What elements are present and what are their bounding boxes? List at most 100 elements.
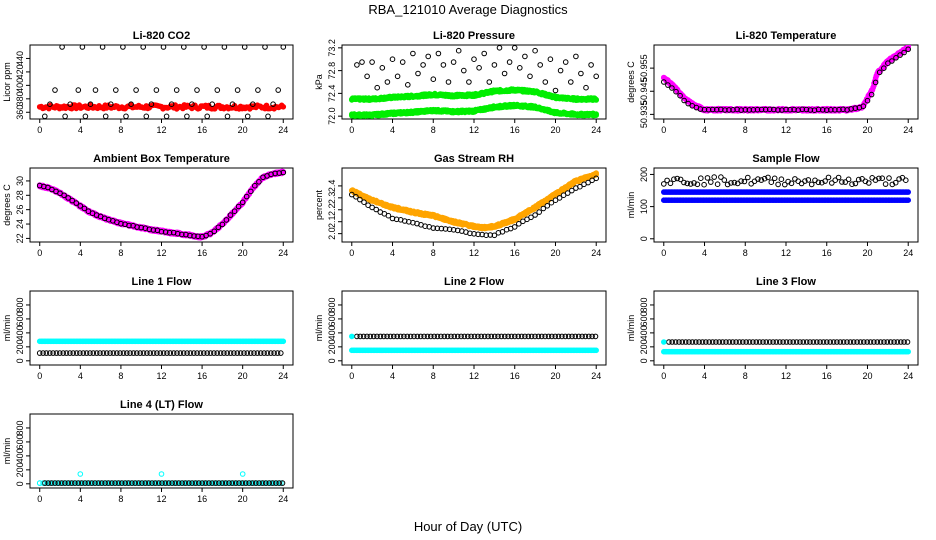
data-point bbox=[687, 181, 694, 187]
data-point bbox=[82, 113, 89, 119]
data-point bbox=[159, 480, 165, 486]
data-point bbox=[569, 333, 575, 340]
data-point bbox=[140, 45, 146, 50]
series-blue bbox=[661, 197, 912, 203]
x-tick-label: 24 bbox=[903, 125, 913, 135]
data-point bbox=[731, 179, 738, 186]
panel-title: Sample Flow bbox=[752, 153, 820, 165]
data-point bbox=[373, 206, 380, 213]
data-point bbox=[466, 79, 472, 85]
data-point bbox=[855, 176, 862, 183]
y-tick-label: 800 bbox=[639, 297, 649, 312]
data-point bbox=[718, 174, 724, 180]
data-point bbox=[775, 181, 781, 188]
x-tick-label: 16 bbox=[510, 125, 520, 135]
data-point bbox=[829, 180, 835, 186]
plot-points bbox=[349, 170, 600, 239]
data-point bbox=[552, 87, 559, 94]
data-point bbox=[455, 47, 462, 54]
data-point bbox=[517, 65, 523, 71]
x-tick-label: 20 bbox=[862, 248, 872, 258]
figure-title: RBA_121010 Average Diagnostics bbox=[368, 2, 568, 17]
data-point bbox=[264, 350, 271, 356]
x-tick-label: 20 bbox=[550, 371, 560, 381]
data-point bbox=[168, 101, 175, 107]
x-tick-label: 16 bbox=[822, 248, 832, 258]
x-tick-label: 0 bbox=[661, 248, 666, 258]
data-point bbox=[593, 175, 600, 182]
data-point bbox=[147, 350, 153, 356]
data-point bbox=[421, 333, 427, 340]
x-tick-label: 4 bbox=[390, 125, 395, 135]
data-point bbox=[898, 339, 904, 345]
data-point bbox=[207, 230, 213, 237]
data-point bbox=[860, 103, 867, 109]
data-point bbox=[247, 350, 254, 356]
data-point bbox=[149, 480, 155, 486]
data-point bbox=[125, 480, 132, 486]
data-point bbox=[787, 106, 793, 113]
data-point bbox=[207, 350, 214, 356]
data-point bbox=[133, 87, 139, 93]
data-point bbox=[381, 333, 387, 340]
data-point bbox=[787, 339, 793, 345]
data-point bbox=[547, 56, 554, 63]
data-point bbox=[67, 350, 73, 356]
data-point bbox=[263, 480, 269, 486]
data-point bbox=[726, 107, 732, 113]
data-point bbox=[713, 339, 719, 345]
data-point bbox=[525, 333, 532, 340]
data-point bbox=[485, 333, 491, 340]
data-point bbox=[80, 350, 87, 356]
data-point bbox=[177, 350, 184, 356]
data-point bbox=[575, 333, 582, 340]
plot-points bbox=[36, 471, 286, 486]
data-point bbox=[495, 333, 501, 340]
data-point bbox=[669, 339, 676, 345]
data-point bbox=[62, 480, 68, 486]
data-point bbox=[868, 91, 875, 98]
data-point bbox=[254, 350, 261, 356]
data-point bbox=[698, 175, 704, 181]
data-point bbox=[719, 339, 726, 345]
data-point bbox=[852, 180, 859, 187]
x-tick-label: 16 bbox=[822, 125, 832, 135]
plot-points bbox=[36, 338, 287, 356]
data-point bbox=[150, 227, 157, 233]
data-point bbox=[897, 52, 903, 58]
data-point bbox=[661, 181, 667, 187]
data-point bbox=[162, 480, 169, 486]
data-point bbox=[353, 194, 359, 200]
y-tick-label: 200 bbox=[639, 167, 649, 182]
data-point bbox=[726, 339, 733, 345]
data-point bbox=[709, 339, 716, 345]
data-point bbox=[901, 339, 907, 345]
data-point bbox=[511, 45, 518, 51]
data-point bbox=[681, 179, 687, 186]
data-point bbox=[445, 79, 452, 85]
data-point bbox=[777, 339, 783, 345]
y-tick-label: 440 bbox=[15, 51, 25, 66]
data-point bbox=[231, 208, 238, 214]
series-green bbox=[349, 86, 600, 103]
series-cyan bbox=[349, 333, 355, 340]
data-point bbox=[677, 176, 684, 183]
y-tick-label: 28 bbox=[15, 190, 25, 200]
data-point bbox=[435, 50, 442, 57]
plot-frame bbox=[653, 167, 919, 243]
y-tick-label: 0 bbox=[327, 358, 337, 363]
data-point bbox=[905, 197, 912, 203]
data-point bbox=[251, 350, 257, 356]
data-point bbox=[357, 333, 364, 340]
data-point bbox=[119, 480, 125, 486]
data-point bbox=[65, 195, 71, 201]
data-point bbox=[740, 339, 746, 345]
data-point bbox=[73, 200, 80, 206]
data-point bbox=[123, 113, 129, 119]
data-point bbox=[676, 339, 682, 345]
data-point bbox=[204, 350, 210, 356]
y-tick-label: 200 bbox=[15, 462, 25, 477]
y-axis-label: degrees C bbox=[2, 184, 12, 226]
data-point bbox=[70, 350, 76, 356]
